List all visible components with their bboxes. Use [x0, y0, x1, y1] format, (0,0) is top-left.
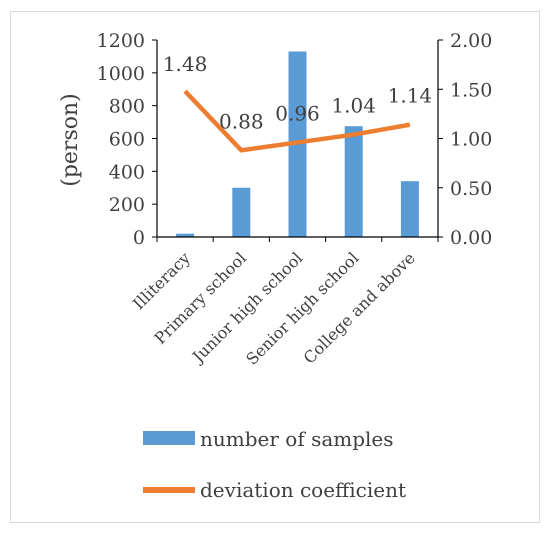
y-tick-label-5: 1000 — [97, 63, 145, 85]
bar-3 — [344, 126, 363, 237]
data-label-1: 0.88 — [219, 109, 264, 133]
y2-tick-label-0: 0.00 — [450, 227, 492, 249]
y2-tick-label-2: 1.00 — [450, 129, 492, 151]
y-tick-label-4: 800 — [109, 96, 145, 118]
deviation-line — [183, 89, 411, 153]
legend-label-bar: number of samples — [200, 427, 394, 451]
y-tick-label-2: 400 — [109, 161, 145, 183]
legend-swatch-bar — [143, 431, 195, 445]
legend-label-line: deviation coefficient — [200, 478, 406, 502]
chart-frame — [10, 11, 540, 523]
line-series — [183, 89, 411, 153]
y-tick-label-3: 600 — [109, 129, 145, 151]
bar-1 — [232, 187, 251, 237]
data-label-3: 1.04 — [331, 94, 376, 118]
data-labels: 1.48 0.88 0.96 1.04 1.14 — [163, 52, 432, 133]
bar-4 — [400, 181, 419, 237]
legend: number of samples deviation coefficient — [143, 427, 406, 502]
y-axis-label: (person) — [58, 93, 83, 187]
y2-tick-label-3: 1.50 — [450, 79, 492, 101]
data-label-4: 1.14 — [388, 84, 433, 108]
data-label-2: 0.96 — [275, 101, 320, 125]
y-tick-label-6: 1200 — [97, 30, 145, 52]
axes — [152, 39, 443, 242]
y2-tick-label-1: 0.50 — [450, 178, 492, 200]
bar-0 — [176, 233, 195, 237]
y2-tick-label-4: 2.00 — [450, 30, 492, 52]
y-tick-label-1: 200 — [109, 194, 145, 216]
y-tick-label-0: 0 — [133, 227, 145, 249]
data-label-0: 1.48 — [163, 52, 208, 76]
x-category-label-4: College and above — [300, 248, 419, 367]
tick-labels: 0 200 400 600 800 1000 1200 0.00 0.50 1.00 1.50 2.0… — [97, 30, 493, 249]
